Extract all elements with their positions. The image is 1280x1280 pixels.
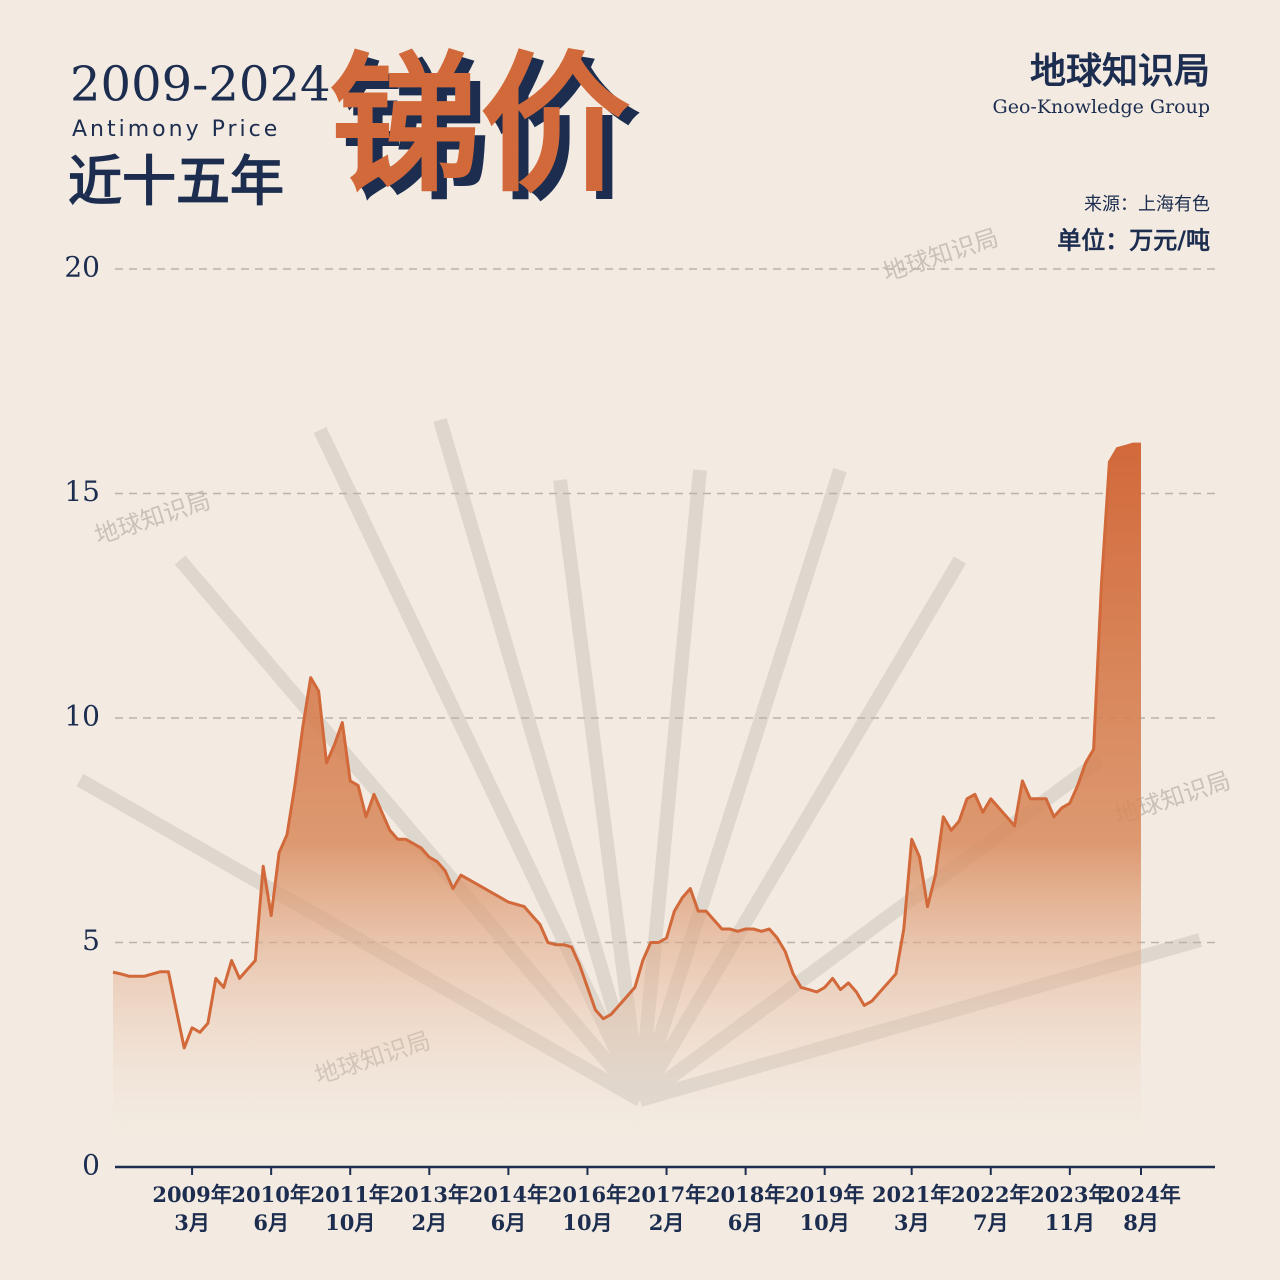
x-tick-label: 2023年 11月 (1030, 1182, 1110, 1235)
x-tick-label: 2013年 2月 (389, 1182, 470, 1235)
y-tick-label: 5 (82, 924, 100, 957)
x-tick-label: 2018年 6月 (705, 1182, 786, 1235)
unit: 单位：万元/吨 (1057, 226, 1210, 255)
y-tick-label: 0 (82, 1149, 100, 1182)
x-tick-label: 2019年 10月 (784, 1182, 865, 1235)
brand: 地球知识局 (1030, 50, 1210, 92)
x-tick-label: 2022年 7月 (951, 1182, 1031, 1235)
x-tick-label: 2011年 10月 (310, 1182, 390, 1235)
area (113, 444, 1141, 1168)
x-tick-label: 2014年 6月 (468, 1182, 549, 1235)
y-tick-label: 10 (64, 700, 100, 733)
x-tick-label: 2024年 8月 (1101, 1182, 1181, 1235)
subtitle-en: Antimony Price (72, 117, 280, 142)
source: 来源：上海有色 (1084, 194, 1210, 215)
x-tick-label: 2017年 2月 (626, 1182, 707, 1235)
x-tick-label: 2016年 10月 (547, 1182, 628, 1235)
x-tick-label: 2010年 6月 (231, 1182, 311, 1235)
x-tick-label: 2009年 3月 (152, 1182, 232, 1235)
y-tick-label: 20 (64, 251, 100, 284)
subtitle-cn: 近十五年 (68, 149, 284, 213)
y-tick-label: 15 (64, 475, 100, 508)
line (112, 442, 1141, 1050)
years: 2009-2024 (70, 57, 331, 113)
brand-en: Geo-Knowledge Group (993, 96, 1210, 118)
title-shadow: 锑价 (340, 45, 640, 221)
x-tick-label: 2021年 3月 (871, 1182, 952, 1235)
title: 锑价 (330, 37, 630, 213)
